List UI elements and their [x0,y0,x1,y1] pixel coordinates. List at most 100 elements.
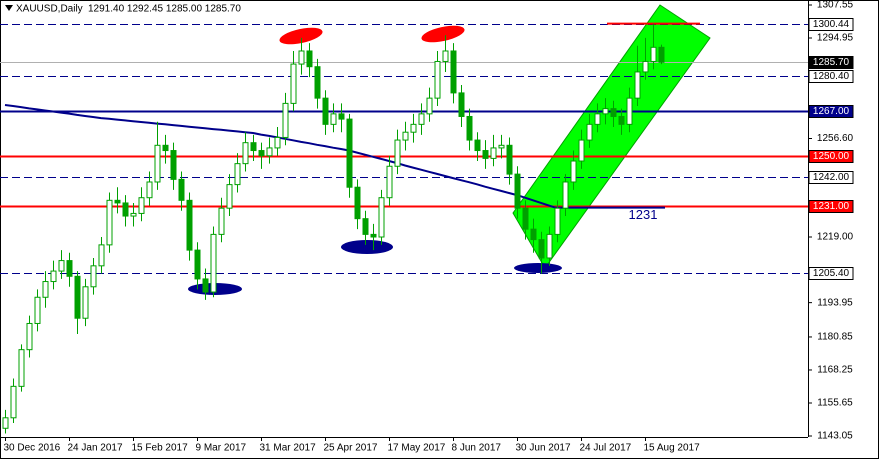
y-tick-label: 1180.85 [817,332,853,343]
candle-body [410,123,417,133]
candle-body [130,212,137,217]
level-label: 1285.70 [813,57,850,68]
candle-body [554,207,561,235]
candle-body [42,281,49,298]
candle-body [234,163,241,186]
candle-body [434,60,441,99]
y-tick-label: 1294.95 [817,33,854,44]
top-marker [421,25,465,43]
candle-body [386,165,393,199]
candle-body [626,97,633,125]
level-label: 1231.00 [813,201,850,212]
candle-body [250,142,257,152]
candle-body [258,150,265,157]
candle-body [514,173,521,209]
x-tick-label: 17 May 2017 [388,443,446,454]
candle-body [522,207,529,230]
candle-body [194,249,201,280]
x-tick-label: 15 Feb 2017 [132,443,189,454]
candle-body [202,278,209,293]
candle-body [594,113,601,125]
candle-body [330,113,337,125]
candle-body [178,178,185,201]
ohlc-header: 1291.40 1292.45 1285.00 1285.70 [88,4,241,15]
level-label-box [808,150,854,163]
candle-body [602,108,609,115]
channel [512,4,711,269]
candle-body [26,322,33,351]
candle-body [50,270,57,283]
candle-body [154,144,161,183]
moving-average [4,104,558,210]
candle-body [402,131,409,141]
menu-icon[interactable] [5,5,13,11]
level-label-box [808,171,854,184]
candle-body [162,144,169,152]
candle-body [74,275,81,319]
candle-body [106,199,113,246]
candle-body [378,197,385,238]
level-label-box [808,70,854,83]
candle-body [506,144,513,175]
candle-body [114,199,121,204]
candle-body [338,113,345,120]
x-tick-label: 30 Jun 2017 [516,443,571,454]
candle-body [546,233,553,259]
candle-body [370,233,377,238]
candle-body [58,260,65,272]
level-label-box [808,200,854,213]
y-tick-label: 1307.55 [817,0,854,11]
candle-body [290,63,297,104]
level-label: 1280.40 [813,71,850,82]
candle-body [266,147,273,157]
candle-body [66,260,73,277]
candle-body [18,349,25,387]
candle-body [170,150,177,180]
y-tick-label: 1155.65 [817,398,853,409]
candle-body [610,108,617,117]
candle-body [474,139,481,152]
chart-title: XAUUSD,Daily [16,4,83,15]
candle-body [442,50,449,62]
candle-body [34,296,41,324]
x-tick-label: 9 Mar 2017 [196,443,247,454]
candle-body [586,123,593,141]
candle-body [82,286,89,319]
x-tick-label: 30 Dec 2016 [4,443,61,454]
x-tick-label: 24 Jul 2017 [580,443,632,454]
candle-body [562,181,569,209]
candle-body [298,50,305,65]
candle-body [362,218,369,235]
candle-body [658,46,665,63]
x-tick-label: 15 Aug 2017 [644,443,701,454]
candle-body [274,136,281,149]
candle-body [2,417,9,429]
candle-body [618,115,625,125]
level-label: 1205.40 [813,268,850,279]
bottom-marker [514,263,562,273]
candle-body [146,181,153,199]
candle-body [642,60,649,73]
level-label-box [808,105,854,118]
candle-body [466,115,473,141]
level-label: 1250.00 [813,151,850,162]
level-label-box [808,18,854,31]
top-marker [279,27,323,45]
y-tick-label: 1193.95 [817,297,853,308]
candle-body [578,139,585,162]
level-label: 1267.00 [813,106,850,117]
x-tick-label: 31 Mar 2017 [260,443,317,454]
candle-body [242,142,249,165]
x-tick-label: 8 Jun 2017 [452,443,502,454]
y-tick-label: 1143.05 [817,431,853,442]
candle-body [530,228,537,241]
candle-body [538,239,545,259]
candle-body [570,160,577,183]
candle-body [426,97,433,115]
level-label-box [808,267,854,280]
level-label: 1242.00 [813,172,850,183]
candle-body [634,71,641,99]
candle-body [418,113,425,125]
candle-body [218,207,225,235]
